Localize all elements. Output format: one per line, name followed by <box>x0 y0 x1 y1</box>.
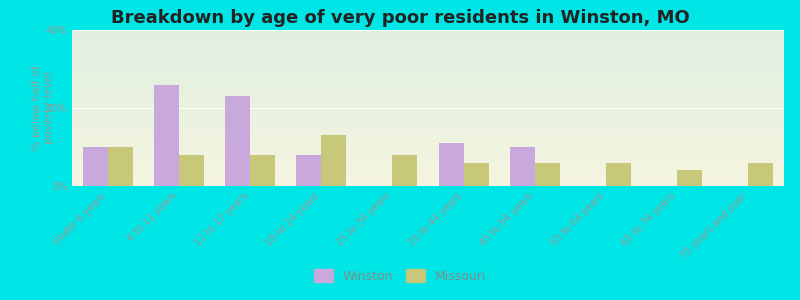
Legend: Winston, Missouri: Winston, Missouri <box>309 264 491 288</box>
Bar <box>438 143 464 186</box>
Bar <box>749 163 774 186</box>
Y-axis label: % below half of
poverty level: % below half of poverty level <box>32 65 54 151</box>
Bar <box>322 135 346 186</box>
Bar <box>250 155 275 186</box>
Text: Breakdown by age of very poor residents in Winston, MO: Breakdown by age of very poor residents … <box>110 9 690 27</box>
Bar <box>392 155 418 186</box>
Bar <box>510 147 534 186</box>
Bar <box>535 163 560 186</box>
Bar <box>225 96 250 186</box>
Bar <box>296 155 322 186</box>
Bar <box>677 170 702 186</box>
Bar <box>82 147 107 186</box>
Bar <box>179 155 204 186</box>
Bar <box>107 147 133 186</box>
Bar <box>154 85 178 186</box>
Bar <box>464 163 489 186</box>
Bar <box>606 163 631 186</box>
